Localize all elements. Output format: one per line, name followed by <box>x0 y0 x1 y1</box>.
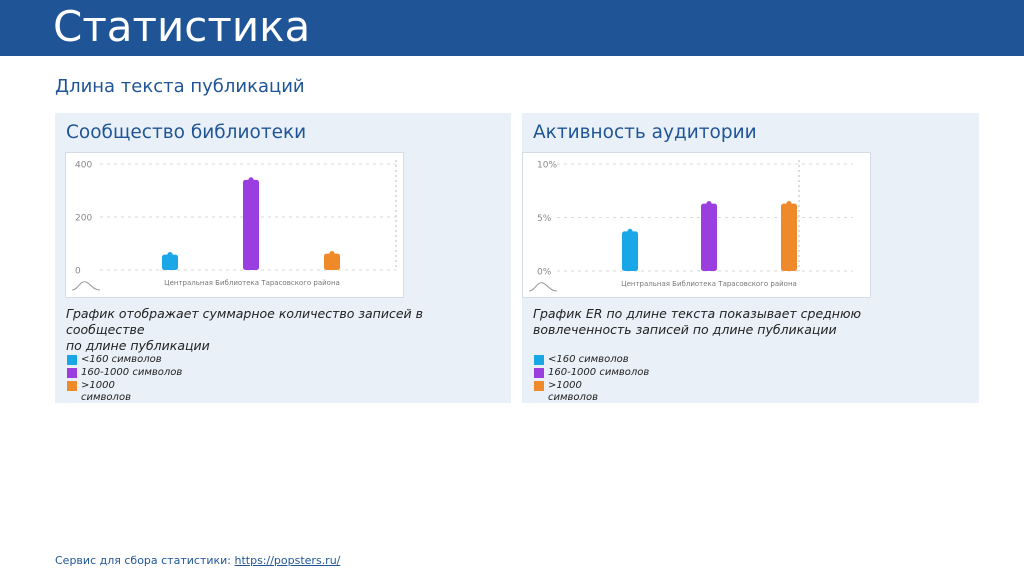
y-tick-label: 200 <box>75 214 92 224</box>
footer: Сервис для сбора статистики: https://pop… <box>55 554 340 567</box>
bar-chart-community: 400 200 0 Центральная Библиотека Тарасовско… <box>71 160 397 291</box>
y-tick-label: 5% <box>537 214 552 224</box>
header-bar: Статистика <box>0 0 1024 56</box>
chart-container: 10% 5% 0% Центральная Библиотека Тарасовско… <box>522 152 871 298</box>
y-tick-label: 400 <box>75 161 92 171</box>
bar-cap-dot <box>167 252 173 258</box>
popsters-link[interactable]: https://popsters.ru/ <box>234 554 341 567</box>
chart-description: График отображает суммарное количество з… <box>66 306 466 354</box>
legend-label: 160-1000 символов <box>81 367 183 378</box>
panel-title: Сообщество библиотеки <box>66 122 307 143</box>
bar-cap-dot <box>706 200 712 207</box>
bar <box>324 253 340 270</box>
legend-swatch <box>67 355 77 365</box>
bar <box>781 203 797 271</box>
y-tick-label: 10% <box>537 161 557 171</box>
chart-description: График ER по длине текста показывает сре… <box>533 306 933 338</box>
legend-swatch <box>534 355 544 365</box>
legend-label: 160-1000 символов <box>548 367 650 378</box>
sparkline-icon <box>528 282 558 292</box>
y-tick-label: 0% <box>537 268 552 278</box>
panel-title: Активность аудитории <box>533 122 757 143</box>
section-subtitle: Длина текста публикаций <box>55 76 305 97</box>
page-title: Статистика <box>53 2 311 51</box>
legend-label: <160 символов <box>548 354 629 365</box>
legend-swatch <box>67 368 77 378</box>
bar-cap-dot <box>329 250 335 257</box>
bar <box>701 203 717 271</box>
x-axis-label: Центральная Библиотека Тарасовского райо… <box>164 279 340 287</box>
description-line: по длине публикации <box>66 338 210 353</box>
description-line: График ER по длине текста показывает сре… <box>533 306 862 321</box>
legend-label: <160 символов <box>81 354 162 365</box>
panel-community: Сообщество библиотеки 400 200 0 Центральная… <box>55 113 511 403</box>
legend-label: >1000 символов <box>548 380 598 403</box>
description-line: График отображает суммарное количество з… <box>66 306 424 321</box>
bar-cap-dot <box>248 177 254 183</box>
bar-chart-audience: 10% 5% 0% Центральная Библиотека Тарасовско… <box>528 160 853 292</box>
description-line: вовлеченность записей по длине публикаци… <box>533 322 837 337</box>
x-axis-label: Центральная Библиотека Тарасовского райо… <box>621 280 797 288</box>
bar <box>243 179 259 270</box>
legend-label: >1000 символов <box>81 380 131 403</box>
legend-swatch <box>534 368 544 378</box>
bar-cap-dot <box>786 200 792 207</box>
description-line: сообществе <box>66 322 145 337</box>
bar <box>622 231 638 271</box>
chart-container: 400 200 0 Центральная Библиотека Тарасовско… <box>65 152 404 298</box>
panel-audience-activity: Активность аудитории 10% 5% 0% Центральная … <box>522 113 979 403</box>
bar <box>162 254 178 270</box>
sparkline-icon <box>71 281 101 291</box>
y-tick-label: 0 <box>75 267 81 277</box>
footer-text: Сервис для сбора статистики: <box>55 554 235 567</box>
bar-cap-dot <box>627 228 633 235</box>
legend-swatch <box>67 381 77 391</box>
legend-swatch <box>534 381 544 391</box>
